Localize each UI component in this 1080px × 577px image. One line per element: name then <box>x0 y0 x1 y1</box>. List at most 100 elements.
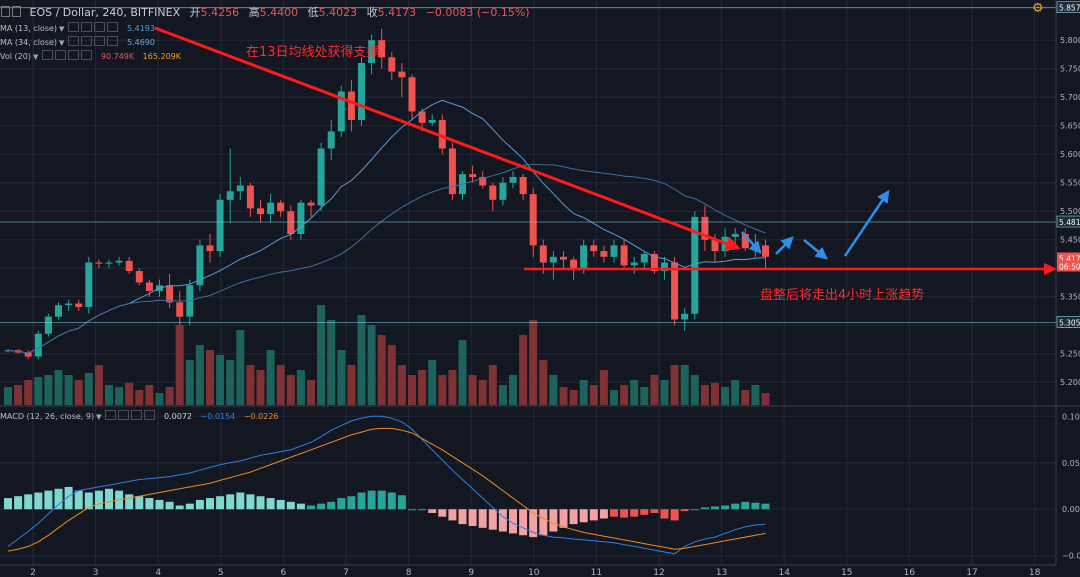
close-icon[interactable] <box>94 36 106 46</box>
candle-body <box>762 245 769 257</box>
macd-hist-bar <box>307 505 315 510</box>
indicator-ma34[interactable]: MA (34, close) ▼ 5.4690 <box>0 36 155 50</box>
gear-icon[interactable]: ⚙ <box>1032 1 1044 16</box>
candle-body <box>105 262 113 264</box>
high-value: 5.4400 <box>259 6 299 19</box>
more-icon[interactable] <box>107 36 119 46</box>
eye-icon[interactable] <box>42 50 54 60</box>
x-tick-label: 10 <box>528 568 540 577</box>
volume-bar <box>751 385 760 405</box>
eye-icon[interactable] <box>68 36 80 46</box>
macd-hist-bar <box>529 509 538 538</box>
layout-icon[interactable] <box>12 6 21 17</box>
macd-hist-bar <box>458 509 467 525</box>
x-tick-label: 3 <box>93 568 99 577</box>
indicator-value-2: 165.209K <box>142 52 181 61</box>
y-tick-label: 5.500 <box>1060 207 1080 216</box>
y-tick-label: 5.350 <box>1060 293 1080 302</box>
candle-body <box>469 174 477 177</box>
eye-icon[interactable] <box>68 22 80 32</box>
close-icon[interactable] <box>94 22 106 32</box>
indicator-macd[interactable]: MACD (12, 26, close, 9) ▼ 0.0072 −0.0154 … <box>0 410 279 424</box>
macd-hist-bar <box>670 509 679 521</box>
y-tick-label: 0.100 <box>1062 412 1080 421</box>
chevron-down-icon[interactable]: ▼ <box>32 53 39 61</box>
y-tick-label: 5.700 <box>1060 93 1080 102</box>
y-tick-label: 5.750 <box>1060 65 1080 74</box>
x-tick-label: 17 <box>966 568 977 577</box>
volume-bar <box>256 370 265 405</box>
gear-icon[interactable] <box>55 50 67 60</box>
layout-icon[interactable] <box>1 6 10 17</box>
macd-hist-bar <box>84 492 93 510</box>
volume-bar <box>206 350 214 405</box>
candle-body <box>630 262 638 266</box>
gear-icon[interactable] <box>81 22 93 32</box>
macd-hist-bar <box>711 506 719 510</box>
candle-body <box>499 182 507 200</box>
volume-bar <box>44 375 53 405</box>
close-icon[interactable] <box>68 50 80 60</box>
more-icon[interactable] <box>144 410 156 420</box>
volume-bar <box>377 335 386 405</box>
chevron-down-icon[interactable]: ▼ <box>59 25 65 33</box>
volume-bar <box>408 375 416 405</box>
candle-body <box>741 234 749 249</box>
macd-hist-bar <box>44 490 53 510</box>
macd-hist-bar <box>448 509 457 521</box>
chart-header: EOS / Dollar, 240, BITFINEX 开5.4256 高5.4… <box>0 4 530 22</box>
macd-hist-bar <box>246 494 255 510</box>
volume-bar <box>539 360 548 405</box>
volume-bar <box>761 393 770 405</box>
candle-body <box>176 302 184 317</box>
macd-hist-bar <box>630 509 639 517</box>
macd-hist-bar <box>589 509 598 521</box>
eye-icon[interactable] <box>105 410 117 420</box>
indicator-label: MA (34, close) <box>0 38 58 47</box>
macd-hist-bar <box>135 496 144 510</box>
high-label: 高 <box>248 6 260 19</box>
candle-body <box>418 111 426 123</box>
indicator-value: 90.749K <box>100 52 135 61</box>
macd-hist-bar <box>155 499 164 510</box>
volume-bar <box>478 380 487 405</box>
volume-bar <box>135 390 144 405</box>
chevron-down-icon[interactable]: ▼ <box>59 39 65 47</box>
candle-body <box>24 352 32 357</box>
candle-body <box>347 91 355 120</box>
change-value: −0.0083 (−0.15%) <box>425 6 530 19</box>
more-icon[interactable] <box>81 50 93 60</box>
volume-bar <box>296 370 305 405</box>
volume-bar <box>115 387 124 405</box>
volume-bar <box>125 383 134 405</box>
indicator-ma13[interactable]: MA (13, close) ▼ 5.4193 <box>0 22 155 36</box>
chevron-down-icon[interactable]: ▼ <box>96 413 102 421</box>
macd-hist-bar <box>165 501 174 510</box>
macd-hist-bar <box>650 509 659 513</box>
macd-hist-bar <box>498 509 507 532</box>
volume-bar <box>4 387 12 405</box>
macd-hist-bar <box>751 502 760 510</box>
gear-icon[interactable] <box>118 410 130 420</box>
volume-bar <box>145 385 154 405</box>
volume-bar <box>387 345 396 405</box>
volume-bar <box>165 387 174 405</box>
volume-bar <box>488 365 497 405</box>
price-marker <box>1056 316 1080 328</box>
y-tick-label: 0.000 <box>1062 505 1080 514</box>
candle-body <box>398 71 406 78</box>
candle-body <box>620 245 628 266</box>
candle-body <box>650 253 658 272</box>
candle-body <box>277 202 285 212</box>
close-icon[interactable] <box>131 410 143 420</box>
gear-icon[interactable] <box>81 36 93 46</box>
macd-hist-bar <box>94 490 103 510</box>
volume-bar <box>94 365 103 405</box>
y-tick-label: 5.600 <box>1060 150 1080 159</box>
indicator-vol[interactable]: Vol (20) ▼ 90.749K 165.209K <box>0 50 181 64</box>
volume-bar <box>721 387 730 405</box>
macd-hist-bar <box>731 503 740 510</box>
more-icon[interactable] <box>107 22 119 32</box>
annotation-top: 在13日均线处获得支撑 <box>246 45 380 60</box>
